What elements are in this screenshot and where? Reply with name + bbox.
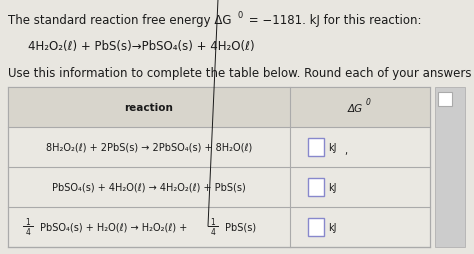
Bar [308, 138, 324, 156]
Text: ,: , [344, 146, 347, 155]
Text: kJ: kJ [328, 142, 337, 152]
Text: ΔG: ΔG [347, 104, 363, 114]
Text: PbSO₄(s) + 4H₂O(ℓ) → 4H₂O₂(ℓ) + PbS(s): PbSO₄(s) + 4H₂O(ℓ) → 4H₂O₂(ℓ) + PbS(s) [52, 182, 246, 192]
Text: The standard reaction free energy ΔG: The standard reaction free energy ΔG [8, 14, 231, 27]
Text: 1: 1 [26, 218, 30, 227]
Bar [8, 88, 430, 247]
Text: PbSO₄(s) + H₂O(ℓ) → H₂O₂(ℓ) +: PbSO₄(s) + H₂O(ℓ) → H₂O₂(ℓ) + [40, 222, 187, 232]
Text: Use this information to complete the table below. Round each of your answers to : Use this information to complete the tab… [8, 67, 474, 80]
Bar [308, 218, 324, 236]
Bar [435, 88, 465, 247]
Text: reaction: reaction [125, 103, 173, 113]
Text: 4: 4 [26, 228, 30, 236]
Text: kJ: kJ [328, 222, 337, 232]
Bar [438, 93, 452, 107]
Bar [8, 88, 430, 128]
Text: 0: 0 [238, 11, 243, 20]
Text: = −1181. kJ for this reaction:: = −1181. kJ for this reaction: [245, 14, 421, 27]
Text: 1: 1 [210, 218, 215, 227]
Text: 8H₂O₂(ℓ) + 2PbS(s) → 2PbSO₄(s) + 8H₂O(ℓ): 8H₂O₂(ℓ) + 2PbS(s) → 2PbSO₄(s) + 8H₂O(ℓ) [46, 142, 252, 152]
Text: 4: 4 [210, 228, 216, 236]
Text: kJ: kJ [328, 182, 337, 192]
Text: PbS(s): PbS(s) [225, 222, 256, 232]
Text: 0: 0 [365, 98, 371, 107]
Text: 4H₂O₂(ℓ) + PbS(s)→PbSO₄(s) + 4H₂O(ℓ): 4H₂O₂(ℓ) + PbS(s)→PbSO₄(s) + 4H₂O(ℓ) [28, 40, 255, 53]
Bar [308, 178, 324, 196]
